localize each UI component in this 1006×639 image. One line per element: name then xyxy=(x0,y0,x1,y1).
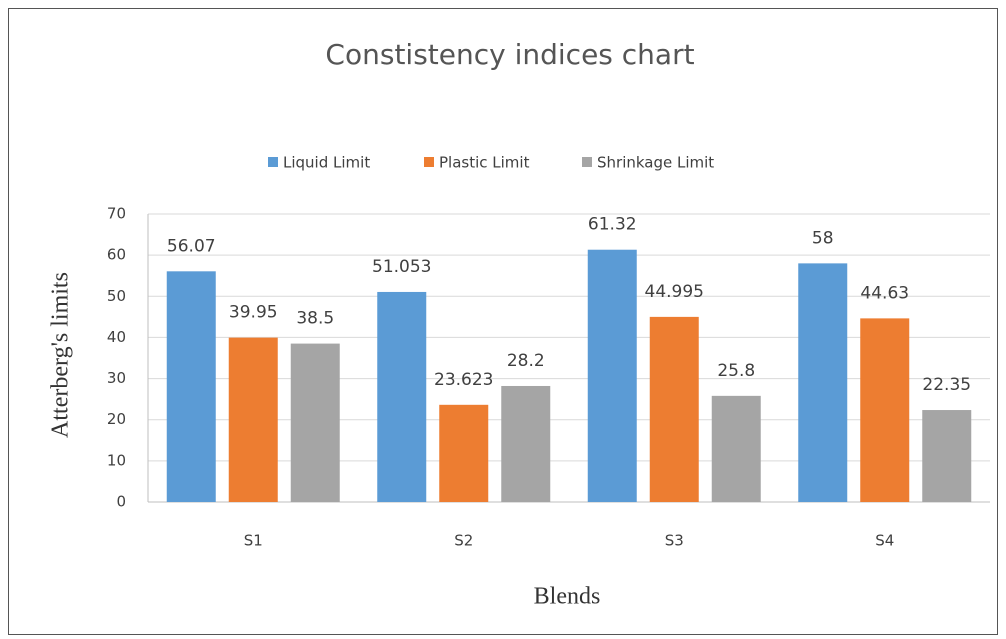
legend-swatch xyxy=(424,157,434,167)
x-axis-label: Blends xyxy=(534,584,601,610)
y-tick-label: 10 xyxy=(107,451,126,469)
y-tick-label: 20 xyxy=(107,410,126,428)
y-tick-label: 30 xyxy=(107,369,126,387)
data-label: 44.63 xyxy=(860,283,909,303)
legend-swatch xyxy=(582,157,592,167)
y-tick-label: 70 xyxy=(107,205,126,223)
legend-label: Shrinkage Limit xyxy=(597,154,714,172)
bar xyxy=(922,410,972,502)
data-label: 23.623 xyxy=(434,370,493,390)
y-tick-label: 0 xyxy=(116,493,126,511)
legend-label: Plastic Limit xyxy=(439,154,530,172)
y-tick-label: 50 xyxy=(107,287,126,305)
bar xyxy=(439,404,489,502)
bar xyxy=(711,395,761,502)
bar xyxy=(649,316,699,502)
x-tick-label: S1 xyxy=(244,532,263,550)
bar xyxy=(377,291,427,502)
bar xyxy=(501,385,551,502)
bar xyxy=(587,249,637,502)
bar xyxy=(290,343,340,502)
data-label: 58 xyxy=(812,228,834,248)
data-label: 38.5 xyxy=(296,309,334,329)
x-tick-label: S3 xyxy=(665,532,684,550)
y-tick-label: 40 xyxy=(107,328,126,346)
legend-swatch xyxy=(268,157,278,167)
bar xyxy=(798,263,848,502)
data-label: 25.8 xyxy=(717,361,755,381)
data-label: 22.35 xyxy=(922,375,971,395)
y-tick-label: 60 xyxy=(107,246,126,264)
chart-title: Constistency indices chart xyxy=(325,38,694,71)
data-label: 56.07 xyxy=(167,236,216,256)
data-label: 39.95 xyxy=(229,303,278,323)
y-axis-label: Atterberg's limits xyxy=(48,272,74,438)
x-tick-label: S4 xyxy=(875,532,894,550)
data-label: 51.053 xyxy=(372,257,431,277)
data-label: 44.995 xyxy=(645,282,704,302)
bar xyxy=(166,271,216,502)
bar xyxy=(228,337,278,502)
chart-border xyxy=(8,8,998,635)
data-label: 61.32 xyxy=(588,215,637,235)
data-label: 28.2 xyxy=(507,351,545,371)
bar xyxy=(860,318,910,502)
legend-label: Liquid Limit xyxy=(283,154,370,172)
x-tick-label: S2 xyxy=(454,532,473,550)
